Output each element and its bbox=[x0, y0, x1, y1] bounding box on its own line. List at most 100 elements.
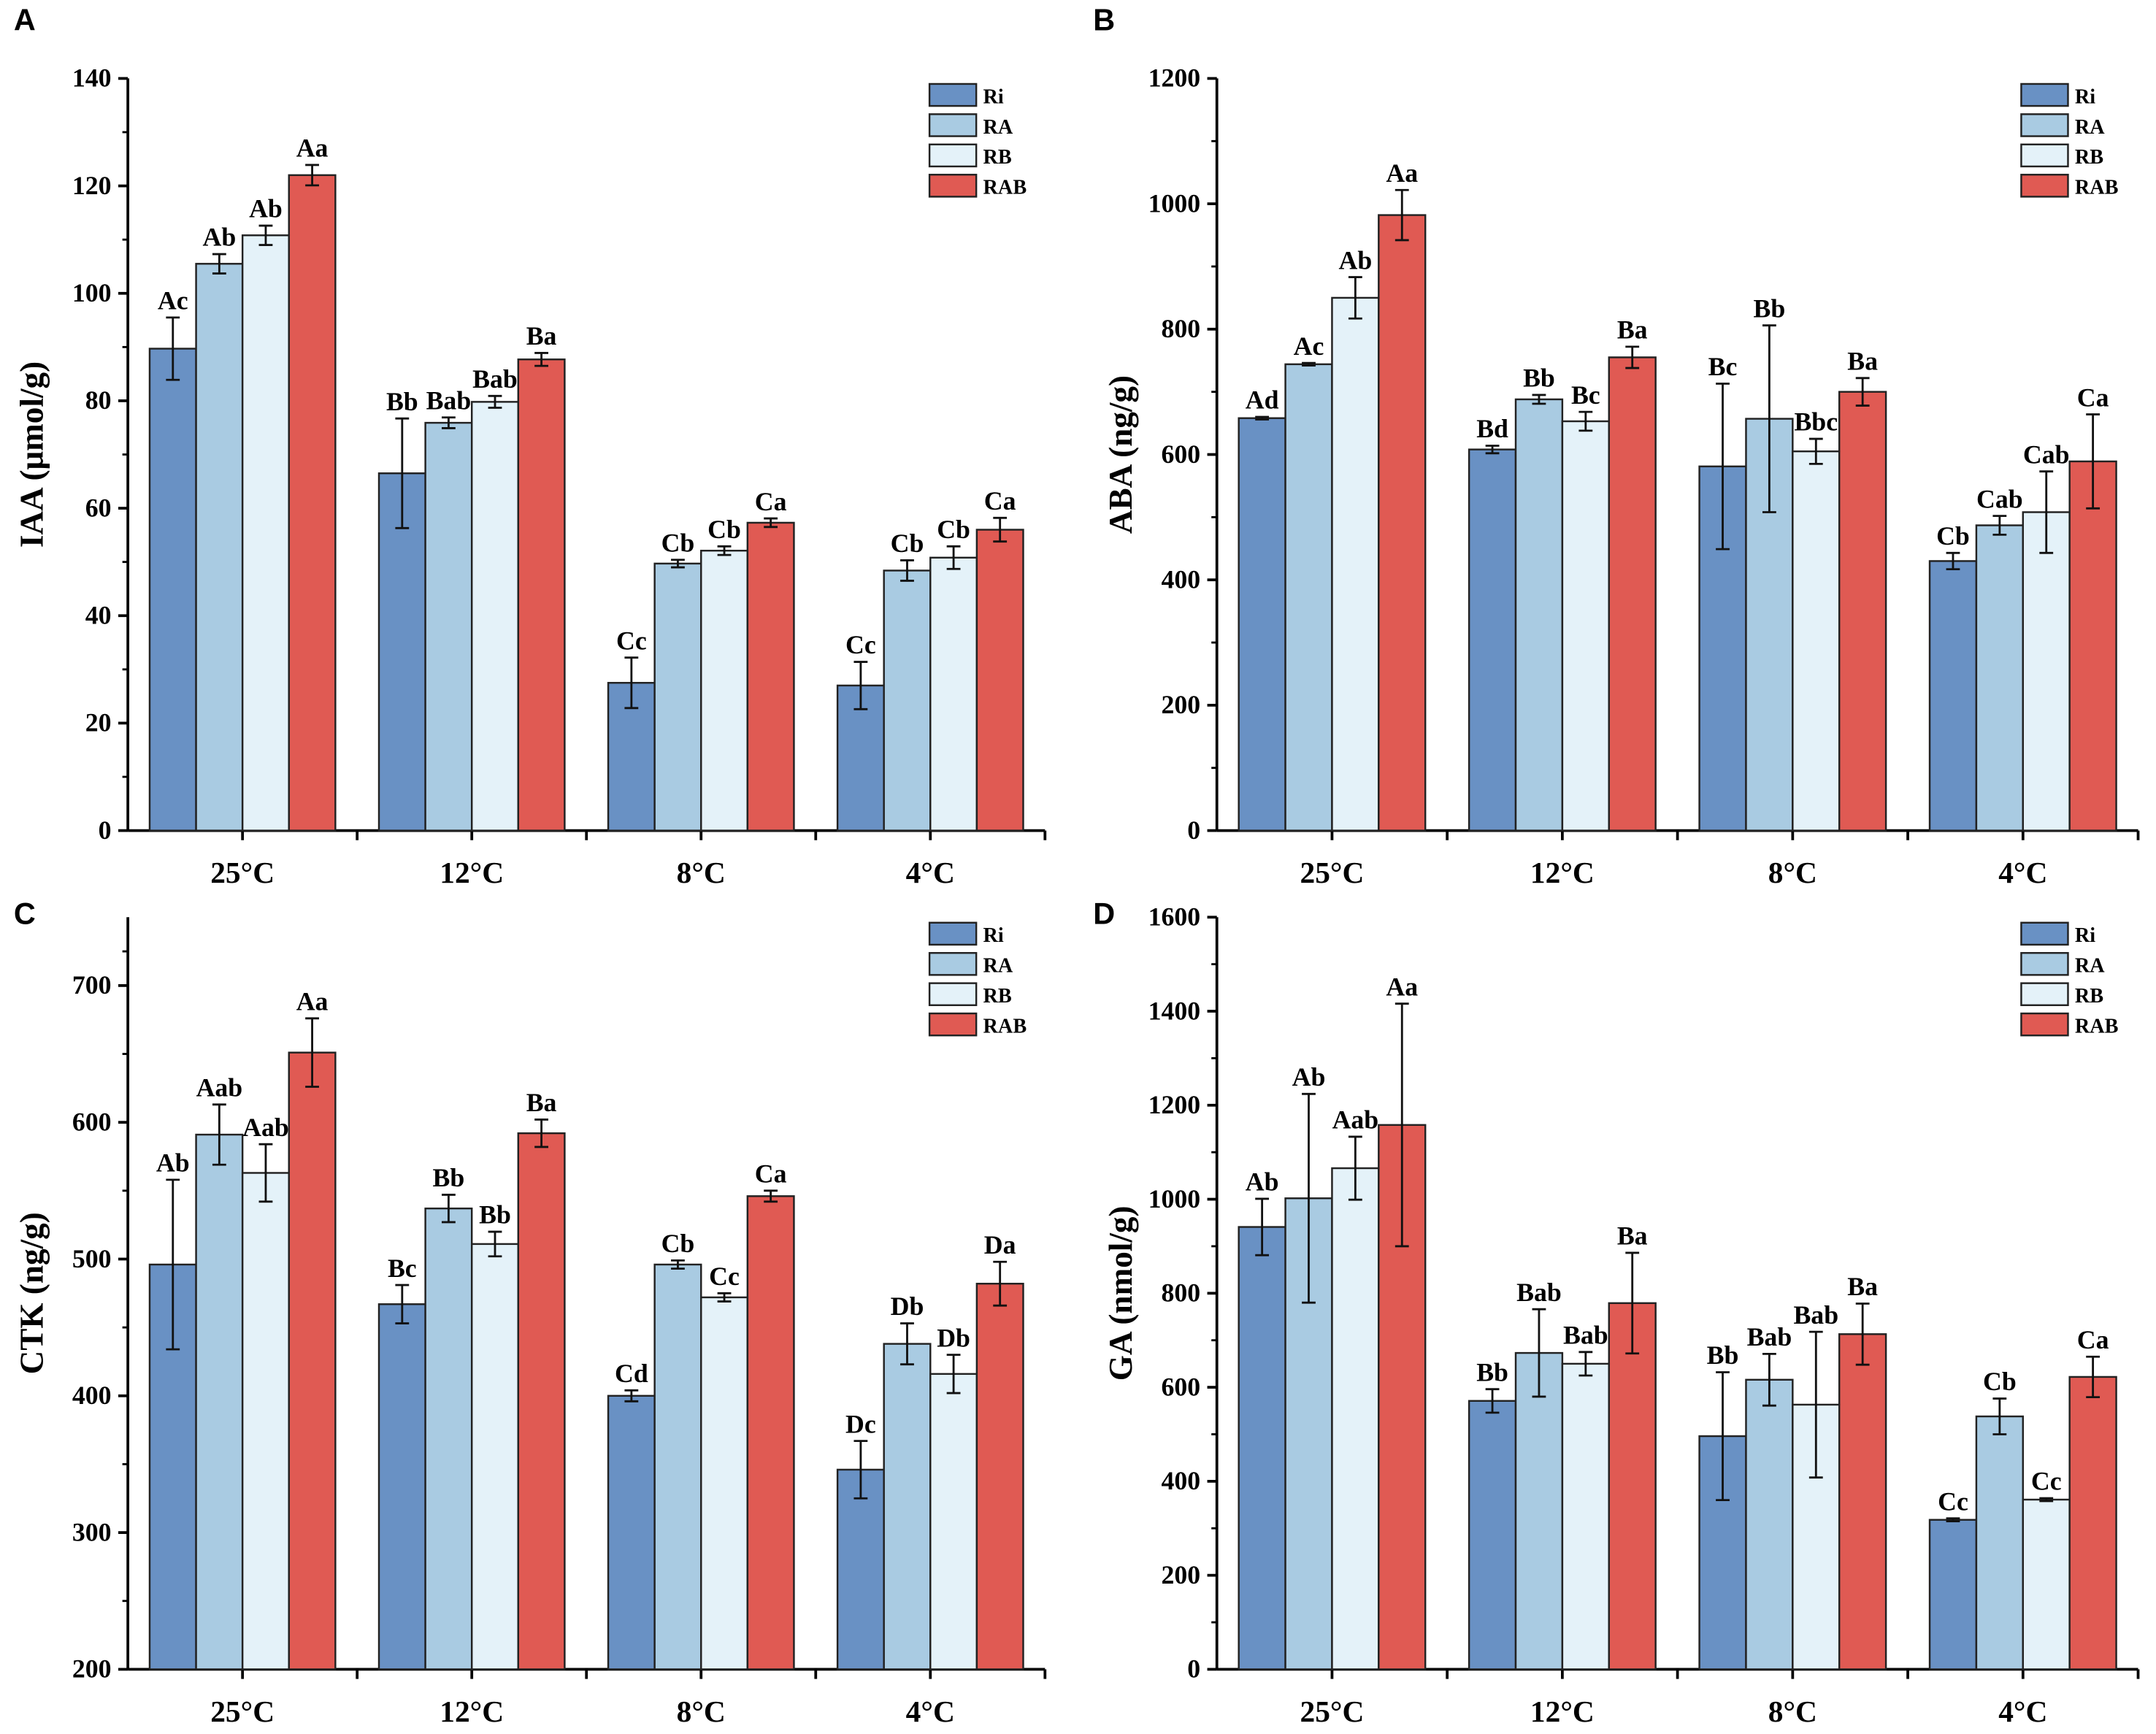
y-tick-label: 60 bbox=[85, 493, 112, 522]
x-tick-label: 8°C bbox=[1768, 856, 1817, 889]
significance-label: Dc bbox=[845, 1409, 876, 1438]
panel-letter: B bbox=[1093, 3, 1115, 37]
legend-swatch-RA bbox=[928, 113, 978, 137]
bar-Ri bbox=[1238, 1226, 1286, 1670]
bar-RAB bbox=[2068, 1376, 2117, 1670]
bar-RB bbox=[929, 1373, 978, 1670]
y-axis-label: GA (nmol/g) bbox=[1102, 1205, 1139, 1381]
legend-swatch-Ri bbox=[928, 83, 978, 107]
significance-label: Ba bbox=[526, 1088, 557, 1117]
significance-label: Cb bbox=[707, 515, 741, 544]
bar-RB bbox=[1331, 1167, 1380, 1670]
legend-label: Ri bbox=[983, 924, 1004, 947]
bar-RA bbox=[883, 569, 932, 832]
significance-label: Cc bbox=[1938, 1486, 1968, 1516]
significance-label: Bd bbox=[1476, 414, 1508, 443]
y-tick-label: 1600 bbox=[1148, 902, 1201, 932]
x-tick-label: 12°C bbox=[1530, 856, 1595, 889]
significance-label: Bab bbox=[1747, 1322, 1792, 1351]
panel-letter: D bbox=[1093, 897, 1115, 931]
x-tick-label: 25°C bbox=[210, 1695, 275, 1728]
legend-swatch-RAB bbox=[928, 174, 978, 198]
legend-label: RB bbox=[2075, 985, 2103, 1008]
y-tick-label: 400 bbox=[1161, 565, 1200, 594]
significance-label: Cd bbox=[615, 1359, 648, 1388]
legend-label: RB bbox=[983, 985, 1012, 1008]
bar-RAB bbox=[746, 1195, 795, 1670]
legend-swatch-RB bbox=[928, 143, 978, 168]
x-tick-label: 4°C bbox=[906, 1695, 955, 1728]
significance-label: Ad bbox=[1246, 385, 1279, 415]
x-tick-label: 8°C bbox=[677, 856, 726, 889]
bar-RB bbox=[2022, 1498, 2071, 1670]
panel-D: D 0 200 400 600 800 1000 1200 1400 1600 GA (nmol/g… bbox=[1093, 897, 2140, 1728]
bar-RB bbox=[700, 550, 749, 832]
y-tick-label: 0 bbox=[1187, 816, 1200, 845]
x-tick-label: 12°C bbox=[1530, 1695, 1595, 1728]
bar-RA bbox=[1745, 1378, 1794, 1670]
bar-Ri bbox=[836, 1468, 885, 1670]
significance-label: Ca bbox=[984, 486, 1016, 515]
bar-Ri bbox=[1468, 448, 1517, 832]
significance-label: Bab bbox=[1793, 1300, 1838, 1330]
legend-label: Ri bbox=[2075, 924, 2095, 947]
legend-swatch-RB bbox=[2020, 143, 2069, 168]
x-tick-label: 4°C bbox=[906, 856, 955, 889]
significance-label: Bb bbox=[386, 387, 418, 416]
significance-label: Ba bbox=[1847, 1272, 1878, 1301]
significance-label: Ba bbox=[1617, 1221, 1648, 1251]
significance-label: Cc bbox=[709, 1262, 740, 1291]
significance-label: Bbc bbox=[1794, 407, 1838, 437]
significance-label: Ca bbox=[2077, 1325, 2109, 1354]
legend-swatch-RA bbox=[928, 951, 978, 976]
significance-label: Aa bbox=[1386, 972, 1418, 1001]
legend-label: RAB bbox=[2075, 1015, 2119, 1037]
significance-label: Cc bbox=[616, 626, 647, 655]
bar-RA bbox=[195, 1133, 244, 1670]
y-tick-label: 1400 bbox=[1148, 996, 1201, 1025]
y-tick-label: 200 bbox=[72, 1654, 112, 1684]
x-tick-label: 8°C bbox=[677, 1695, 726, 1728]
significance-label: Aab bbox=[196, 1073, 243, 1102]
legend-label: RB bbox=[983, 146, 1012, 169]
bar-RB bbox=[470, 1243, 520, 1670]
significance-label: Aa bbox=[1386, 158, 1418, 188]
panel-letter: A bbox=[14, 3, 36, 37]
significance-label: Cb bbox=[1983, 1367, 2017, 1396]
bar-RA bbox=[653, 1263, 702, 1670]
significance-label: Cab bbox=[2023, 440, 2070, 469]
x-tick-label: 8°C bbox=[1768, 1695, 1817, 1728]
panel-letter: C bbox=[14, 897, 36, 931]
bar-Ri bbox=[1238, 417, 1286, 832]
panel-C: C 200 300 400 500 600 700 CTK (ng/g) 25°C Ab Aab Aa… bbox=[13, 897, 1047, 1728]
bar-Ri bbox=[1928, 1519, 1978, 1670]
significance-label: Aab bbox=[242, 1113, 289, 1142]
legend-label: RA bbox=[2075, 116, 2105, 139]
y-tick-label: 200 bbox=[1161, 1560, 1200, 1589]
bar-RA bbox=[1975, 524, 2025, 832]
x-tick-label: 4°C bbox=[1998, 1695, 2047, 1728]
legend-swatch-Ri bbox=[928, 921, 978, 946]
y-tick-label: 300 bbox=[72, 1517, 112, 1546]
bar-RB bbox=[470, 401, 520, 832]
significance-label: Ab bbox=[1292, 1062, 1326, 1092]
legend-label: RAB bbox=[983, 177, 1027, 199]
significance-label: Bb bbox=[433, 1163, 465, 1192]
significance-label: Bb bbox=[1523, 364, 1555, 393]
y-tick-label: 20 bbox=[85, 708, 112, 737]
bar-RA bbox=[1975, 1415, 2025, 1670]
y-tick-label: 100 bbox=[72, 278, 112, 307]
y-tick-label: 0 bbox=[1187, 1654, 1200, 1684]
significance-label: Bab bbox=[426, 385, 472, 415]
bar-RB bbox=[1561, 420, 1610, 832]
significance-label: Ca bbox=[755, 487, 787, 516]
bar-RAB bbox=[975, 1282, 1024, 1670]
bar-RAB bbox=[517, 1132, 566, 1670]
y-tick-label: 200 bbox=[1161, 690, 1200, 719]
bar-RAB bbox=[288, 1051, 337, 1670]
y-tick-label: 700 bbox=[72, 970, 112, 1000]
bar-RAB bbox=[1838, 391, 1887, 832]
significance-label: Da bbox=[984, 1230, 1016, 1259]
y-tick-label: 140 bbox=[72, 64, 112, 93]
bar-Ri bbox=[1468, 1400, 1517, 1670]
